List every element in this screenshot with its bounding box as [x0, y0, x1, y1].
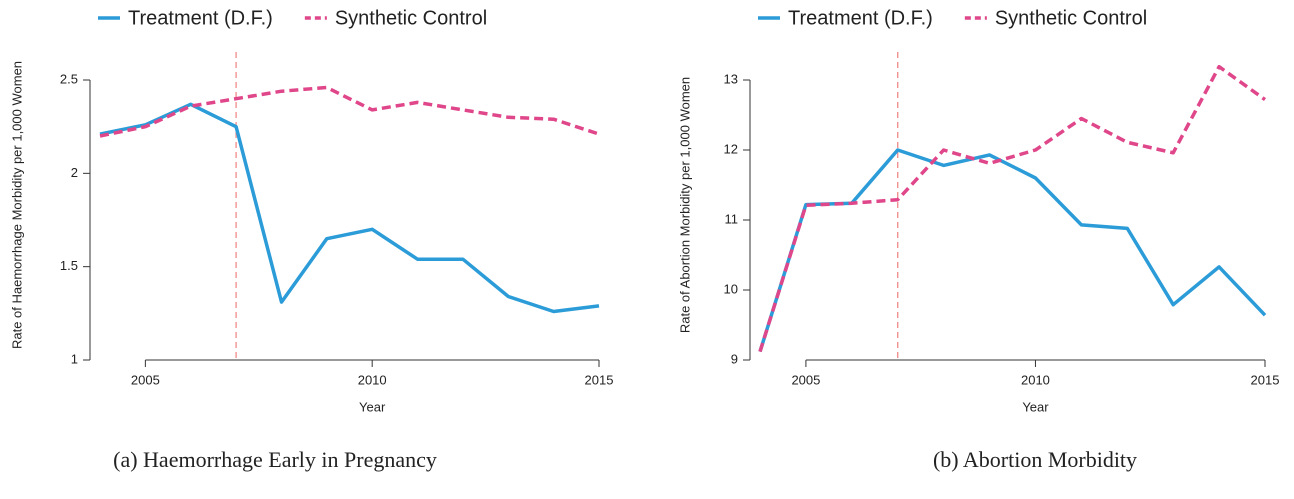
series-line	[758, 64, 1267, 353]
x-tick-label: 2015	[585, 372, 614, 387]
x-tick-label: 2005	[131, 372, 160, 387]
legend-label: Treatment (D.F.)	[788, 7, 933, 29]
y-tick-label: 11	[725, 211, 739, 226]
x-axis-label: Year	[359, 399, 386, 414]
legend-label: Synthetic Control	[995, 7, 1147, 29]
caption: (a) Haemorrhage Early in Pregnancy	[113, 447, 437, 472]
series-line	[99, 102, 600, 314]
y-tick-label: 10	[724, 281, 738, 296]
y-axis-label: Rate of Haemorrhage Morbidity per 1,000 …	[9, 61, 24, 349]
y-tick-label: 2.5	[60, 71, 78, 86]
y-tick-label: 1.5	[60, 258, 78, 273]
y-tick-label: 12	[724, 141, 738, 156]
caption: (b) Abortion Morbidity	[933, 447, 1137, 472]
y-tick-label: 1	[71, 351, 78, 366]
y-tick-label: 9	[731, 351, 738, 366]
legend-label: Treatment (D.F.)	[128, 7, 273, 29]
x-tick-label: 2010	[358, 372, 387, 387]
series-line	[758, 148, 1267, 353]
y-axis-label: Rate of Abortion Morbidity per 1,000 Wom…	[677, 77, 692, 333]
y-tick-label: 13	[724, 71, 738, 86]
legend-label: Synthetic Control	[335, 7, 487, 29]
series-line	[99, 85, 600, 138]
x-tick-label: 2015	[1251, 372, 1280, 387]
x-tick-label: 2005	[791, 372, 820, 387]
x-tick-label: 2010	[1021, 372, 1050, 387]
y-tick-label: 2	[71, 165, 78, 180]
x-axis-label: Year	[1022, 399, 1049, 414]
